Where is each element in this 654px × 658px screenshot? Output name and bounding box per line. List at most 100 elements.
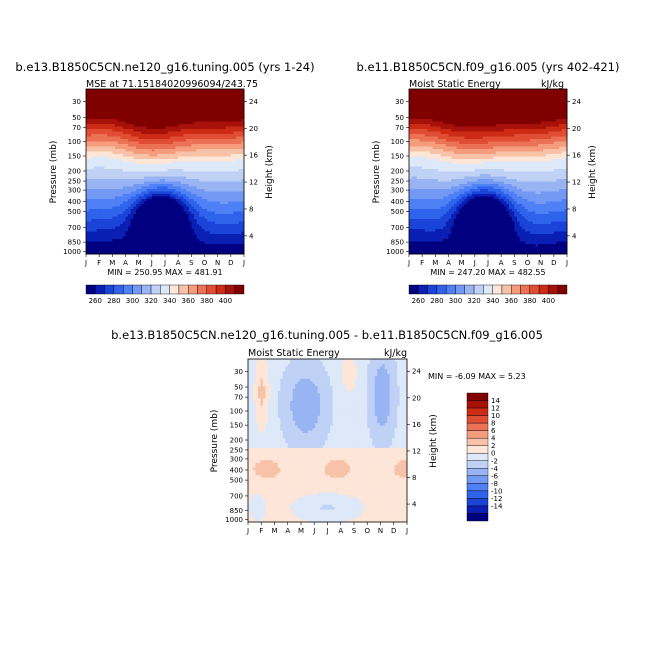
field-cell xyxy=(149,164,152,167)
field-cell xyxy=(154,169,157,172)
field-cell xyxy=(420,124,423,127)
field-cell xyxy=(110,122,113,125)
field-cell xyxy=(160,224,163,227)
field-cell xyxy=(176,224,179,227)
field-cell xyxy=(152,159,155,162)
field-cell xyxy=(128,104,131,107)
field-cell xyxy=(212,239,215,242)
field-cell xyxy=(427,119,430,122)
field-cell xyxy=(110,89,113,92)
field-cell xyxy=(191,234,194,237)
field-cell xyxy=(212,214,215,217)
field-cell xyxy=(102,89,105,92)
field-cell xyxy=(183,102,186,105)
field-cell xyxy=(139,249,142,252)
field-cell xyxy=(236,184,239,187)
field-cell xyxy=(176,162,179,165)
field-cell xyxy=(173,237,176,240)
field-cell xyxy=(107,212,110,215)
field-cell xyxy=(220,214,223,217)
field-cell xyxy=(525,114,528,117)
field-cell xyxy=(131,152,134,155)
field-cell xyxy=(488,99,491,102)
field-cell xyxy=(451,112,454,115)
field-cell xyxy=(215,99,218,102)
y-tick-label: 300 xyxy=(68,187,81,195)
field-cell xyxy=(556,119,559,122)
field-cell xyxy=(223,194,226,197)
field-cell xyxy=(152,119,155,122)
field-cell xyxy=(115,137,118,140)
field-cell xyxy=(239,229,242,232)
field-cell xyxy=(123,149,126,152)
field-cell xyxy=(157,217,160,220)
field-cell xyxy=(186,174,189,177)
field-cell xyxy=(181,144,184,147)
field-cell xyxy=(91,192,94,195)
field-cell xyxy=(231,122,234,125)
field-cell xyxy=(139,147,142,150)
field-cell xyxy=(543,104,546,107)
field-cell xyxy=(115,94,118,97)
field-cell xyxy=(464,109,467,112)
field-cell xyxy=(197,117,200,120)
field-cell xyxy=(191,169,194,172)
field-cell xyxy=(226,224,229,227)
field-cell xyxy=(233,107,236,110)
field-cell xyxy=(147,162,150,165)
field-cell xyxy=(107,242,110,245)
field-cell xyxy=(99,224,102,227)
field-cell xyxy=(141,142,144,145)
field-cell xyxy=(541,104,544,107)
field-cell xyxy=(414,117,417,120)
field-cell xyxy=(449,109,452,112)
field-cell xyxy=(112,192,115,195)
field-cell xyxy=(154,162,157,165)
field-cell xyxy=(223,214,226,217)
field-cell xyxy=(197,202,200,205)
field-cell xyxy=(186,104,189,107)
field-cell xyxy=(220,167,223,170)
field-cell xyxy=(157,159,160,162)
field-cell xyxy=(491,109,494,112)
colorbar-label: 300 xyxy=(126,297,139,305)
field-cell xyxy=(126,247,129,250)
field-cell xyxy=(191,209,194,212)
field-cell xyxy=(160,112,163,115)
field-cell xyxy=(239,169,242,172)
field-cell xyxy=(438,109,441,112)
field-cell xyxy=(168,134,171,137)
field-cell xyxy=(107,129,110,132)
field-cell xyxy=(212,124,215,127)
field-cell xyxy=(559,114,562,117)
field-cell xyxy=(202,237,205,240)
field-cell xyxy=(189,94,192,97)
field-cell xyxy=(220,234,223,237)
field-cell xyxy=(178,207,181,210)
field-cell xyxy=(449,127,452,130)
field-cell xyxy=(97,189,100,192)
field-cell xyxy=(218,124,221,127)
field-cell xyxy=(530,107,533,110)
field-cell xyxy=(141,162,144,165)
field-cell xyxy=(181,237,184,240)
field-cell xyxy=(144,127,147,130)
field-cell xyxy=(533,99,536,102)
field-cell xyxy=(543,109,546,112)
field-cell xyxy=(470,94,473,97)
field-cell xyxy=(504,97,507,100)
field-cell xyxy=(499,122,502,125)
field-cell xyxy=(120,204,123,207)
field-cell xyxy=(149,147,152,150)
field-cell xyxy=(147,147,150,150)
field-cell xyxy=(472,124,475,127)
field-cell xyxy=(149,122,152,125)
field-cell xyxy=(181,147,184,150)
field-cell xyxy=(86,169,89,172)
field-cell xyxy=(120,159,123,162)
field-cell xyxy=(141,104,144,107)
field-cell xyxy=(226,109,229,112)
field-cell xyxy=(141,177,144,180)
field-cell xyxy=(236,217,239,220)
field-cell xyxy=(126,144,129,147)
